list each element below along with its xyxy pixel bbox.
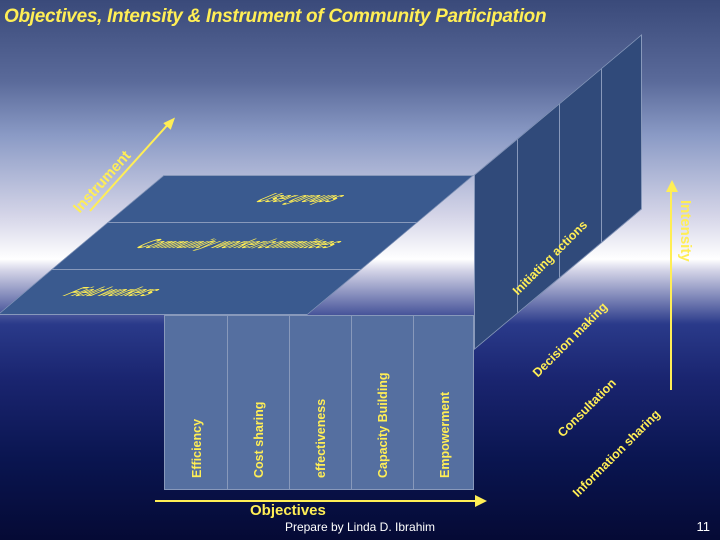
cube-top-face: User groups Community worker/committees … (0, 175, 474, 315)
front-label: Cost sharing (252, 402, 266, 478)
intensity-axis-label: Intensity (677, 200, 694, 262)
front-label: Efficiency (190, 419, 204, 478)
objectives-axis-arrow (475, 495, 487, 507)
cube-diagram: Instrument Intensity Objectives User gro… (0, 0, 720, 540)
top-layer-label: User groups (246, 190, 358, 205)
footer-credit: Prepare by Linda D. Ibrahim (0, 520, 720, 534)
side-label: Consultation (555, 376, 619, 440)
side-label: Decision making (530, 300, 610, 380)
top-layer-label: Community worker/committees (127, 236, 356, 251)
side-label: Information sharing (570, 407, 663, 500)
front-label: Empowerment (438, 392, 452, 478)
intensity-axis-line (670, 190, 672, 390)
instrument-axis-label: Instrument (70, 147, 135, 216)
front-label: effectiveness (314, 399, 328, 478)
intensity-axis-arrow (666, 180, 678, 192)
top-layer-label: Field workers (54, 284, 174, 299)
objectives-axis-label: Objectives (250, 502, 326, 519)
cube-side-face (474, 34, 642, 350)
page-number: 11 (697, 519, 711, 534)
front-label: Capacity Building (376, 372, 390, 478)
